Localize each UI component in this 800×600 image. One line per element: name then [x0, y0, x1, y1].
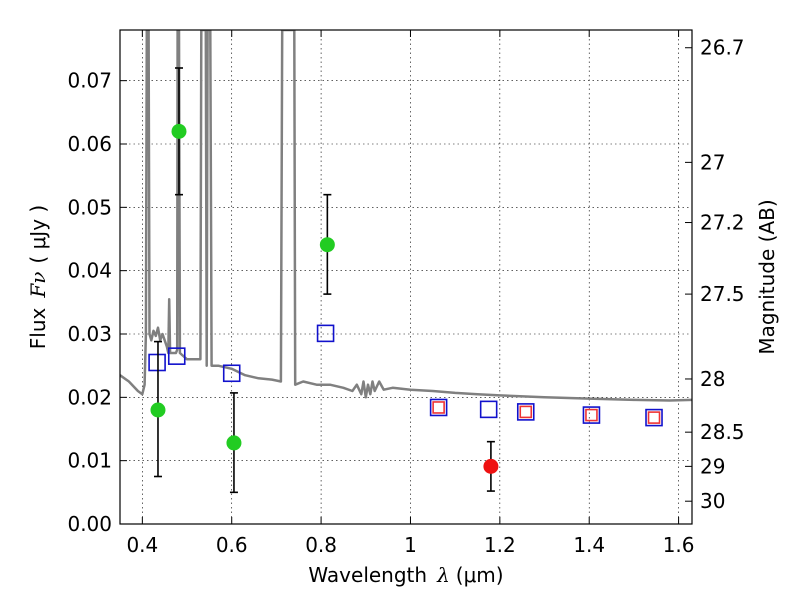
model-photometry-square	[516, 403, 535, 421]
model-photometry-inner-square	[647, 411, 661, 424]
model-photometry-square	[316, 324, 335, 343]
x-tick-label: 1.6	[663, 533, 695, 557]
x-tick-label: 1.4	[573, 533, 605, 557]
observed-flux-point	[226, 435, 242, 451]
model-photometry-square	[167, 347, 186, 365]
model-photometry-square	[582, 406, 601, 424]
model-spectrum-line	[120, 30, 692, 402]
observed-flux-point	[171, 123, 187, 139]
y-tick-label: 0.00	[67, 512, 112, 536]
y2-tick-label: 27.5	[700, 282, 745, 306]
observed-flux-point	[319, 237, 335, 253]
observed-flux-point	[150, 402, 166, 418]
y2-axis-label: Magnitude (AB)	[755, 199, 779, 354]
x-tick-label: 1.2	[484, 533, 516, 557]
y-tick-label: 0.07	[67, 69, 112, 93]
observed-flux-point	[483, 458, 499, 474]
x-tick-label: 1	[404, 533, 417, 557]
y-tick-label: 0.01	[67, 449, 112, 473]
y2-tick-label: 27	[700, 150, 725, 174]
y-tick-label: 0.03	[67, 322, 112, 346]
y-tick-label: 0.02	[67, 385, 112, 409]
grid	[120, 30, 692, 524]
x-tick-label: 0.6	[216, 533, 248, 557]
plot-content	[120, 30, 692, 494]
y-tick-label: 0.05	[67, 195, 112, 219]
axis-ticks: 0.4 0.6 0.8 1 1.2 1.4 1.6 0.00 0.01 0.02 0.03 0.04 0…	[67, 30, 745, 557]
y2-tick-label: 30	[700, 489, 725, 513]
model-photometry-inner-square	[432, 401, 445, 414]
model-photometry-inner-square	[519, 405, 533, 419]
y-tick-label: 0.04	[67, 259, 112, 283]
y2-tick-label: 26.7	[700, 36, 745, 60]
y-tick-label: 0.06	[67, 132, 112, 156]
x-axis-label: Wavelength λ (μm)	[308, 563, 503, 587]
model-photometry-square	[479, 400, 498, 419]
y2-tick-label: 27.2	[700, 211, 745, 235]
model-photometry-square	[222, 364, 241, 383]
y2-tick-label: 29	[700, 454, 725, 478]
model-photometry-square	[148, 353, 166, 372]
model-photometry-square	[429, 398, 448, 417]
plot-background	[120, 30, 692, 524]
model-photometry-inner-square	[585, 408, 598, 422]
x-tick-label: 0.4	[126, 533, 158, 557]
y2-tick-label: 28.5	[700, 420, 745, 444]
x-tick-label: 0.8	[305, 533, 337, 557]
y2-tick-label: 28	[700, 367, 725, 391]
model-photometry-square	[645, 408, 663, 427]
y-axis-label: FluxFν( μJy )	[26, 205, 50, 349]
plot-frame	[119, 29, 693, 525]
